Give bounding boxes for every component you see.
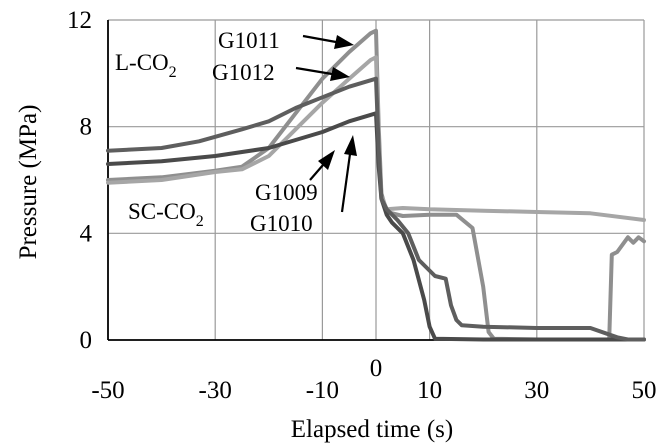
- lco2-subscript: 2: [169, 64, 177, 81]
- arrow-g1011: [302, 34, 337, 44]
- arrow-g1010: [340, 153, 352, 213]
- x-tick-label-6: 50: [632, 377, 657, 404]
- series-line-g1012: [106, 55, 646, 222]
- x-tick-label-1: -30: [199, 377, 232, 404]
- y-tick-label-2: 8: [80, 114, 93, 141]
- arrow-g1009-head: [318, 150, 335, 170]
- annotation-scco2: SC-CO2: [128, 199, 204, 230]
- x-axis-label: Elapsed time (s): [291, 416, 453, 443]
- y-axis-label: Pressure (MPa): [15, 105, 42, 260]
- x-tick-label-4: 10: [417, 377, 442, 404]
- scco2-subscript: 2: [196, 213, 204, 230]
- arrow-g1012-head: [330, 67, 350, 81]
- scco2-text: SC-CO: [128, 199, 196, 224]
- annotation-g1010: G1010: [250, 211, 313, 236]
- y-tick-label-1: 4: [80, 220, 93, 247]
- lco2-text: L-CO: [115, 50, 169, 75]
- y-tick-label-0: 0: [80, 327, 93, 354]
- x-tick-label-3: 0: [370, 355, 383, 382]
- tick-labels: -50 -30 -10 0 10 30 50 0 4 8 12: [67, 7, 657, 404]
- annotation-g1011: G1011: [218, 28, 280, 53]
- series-line-g1011: [106, 28, 646, 342]
- arrow-g1011-head: [334, 35, 354, 49]
- x-tick-label-0: -50: [91, 377, 124, 404]
- arrow-g1010-head: [344, 135, 357, 156]
- arrow-g1012: [295, 66, 333, 76]
- annotation-g1012: G1012: [212, 60, 275, 85]
- x-tick-label-2: -10: [306, 377, 339, 404]
- arrows: [295, 34, 357, 213]
- y-tick-label-3: 12: [67, 7, 92, 34]
- series-group: [106, 28, 646, 342]
- arrow-g1009: [309, 164, 324, 181]
- annotation-g1009: G1009: [255, 180, 318, 205]
- annotation-lco2: L-CO2: [115, 50, 177, 81]
- x-tick-label-5: 30: [524, 377, 549, 404]
- series-line-g1010: [106, 76, 646, 342]
